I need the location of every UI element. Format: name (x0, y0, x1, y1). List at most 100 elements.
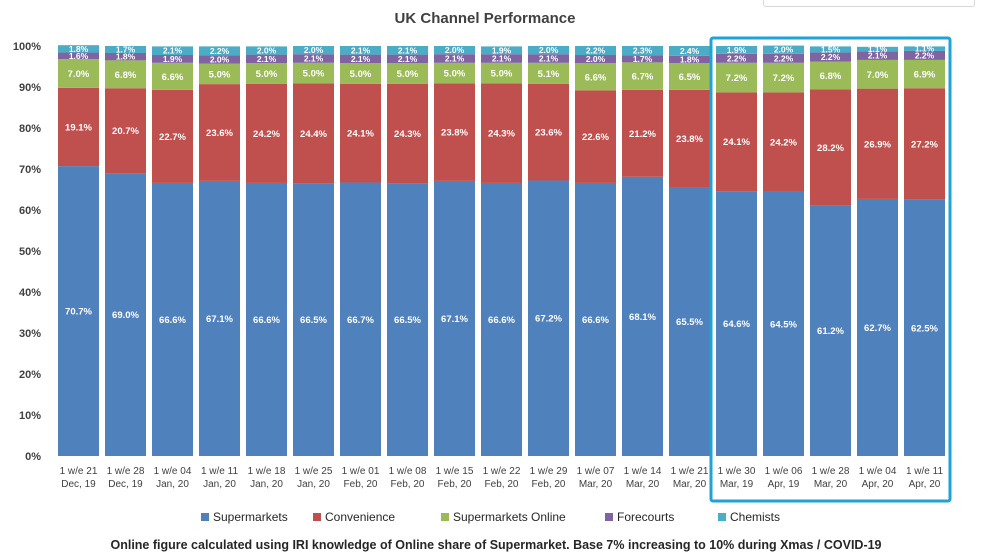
data-label: 26.9% (864, 139, 891, 150)
bar-segment (481, 182, 522, 456)
bar-segment (857, 46, 898, 52)
x-tick-label: 1 w/e 29 Feb, 20 (530, 466, 568, 490)
bar-segment (105, 46, 146, 53)
data-label: 1.1% (915, 44, 935, 54)
data-label: 23.8% (441, 128, 468, 139)
bar-segment (669, 46, 710, 56)
data-label: 2.3% (633, 46, 653, 56)
legend-label: Supermarkets Online (453, 510, 566, 524)
data-label: 1.7% (116, 44, 136, 54)
x-tick-label: 1 w/e 04 Jan, 20 (154, 466, 192, 490)
y-tick-label: 90% (19, 82, 41, 94)
bar-segment (669, 63, 710, 90)
legend-swatch (441, 513, 449, 521)
data-label: 20.7% (112, 126, 139, 137)
data-label: 2.0% (539, 45, 559, 55)
bar-segment (904, 46, 945, 51)
y-tick-label: 80% (19, 123, 41, 135)
data-label: 5.0% (350, 69, 372, 80)
bar-segment (716, 92, 757, 192)
data-label: 23.8% (676, 134, 703, 145)
data-label: 65.5% (676, 317, 703, 328)
data-label: 19.1% (65, 122, 92, 133)
bar-segment (105, 52, 146, 61)
data-label: 1.1% (868, 44, 888, 54)
bar-segment (481, 46, 522, 55)
data-label: 7.0% (867, 70, 889, 81)
data-label: 2.1% (351, 54, 371, 64)
x-tick-label: 1 w/e 04 Apr, 20 (859, 466, 897, 490)
bar-segment (528, 62, 569, 84)
bar-segment (434, 46, 475, 55)
bar-segment (152, 89, 193, 183)
data-label: 22.6% (582, 132, 609, 143)
data-label: 2.1% (304, 54, 324, 64)
data-label: 68.1% (629, 312, 656, 323)
data-label: 2.2% (586, 46, 606, 56)
bar-segment (810, 46, 851, 53)
bar-segment (763, 92, 804, 192)
data-label: 62.7% (864, 323, 891, 334)
x-tick-label: 1 w/e 22 Feb, 20 (483, 466, 521, 490)
bar-segment (246, 83, 287, 183)
bar-segment (58, 52, 99, 60)
bar-segment (105, 88, 146, 174)
legend-swatch (718, 513, 726, 521)
data-label: 67.1% (206, 314, 233, 325)
x-axis: 1 w/e 21 Dec, 19 1 w/e 28 Dec, 19 1 w/e 04 Ja… (60, 466, 944, 490)
x-tick-label: 1 w/e 25 Jan, 20 (295, 466, 333, 490)
bar-segment (152, 55, 193, 63)
data-label: 2.0% (774, 45, 794, 55)
data-label: 67.1% (441, 314, 468, 325)
bar-segment (246, 46, 287, 55)
bar-segment (622, 55, 663, 63)
data-label: 1.8% (116, 52, 136, 62)
data-label: 23.6% (535, 128, 562, 139)
data-label: 66.7% (347, 315, 374, 326)
bar-segment (481, 62, 522, 84)
bar-segment (810, 61, 851, 90)
legend: Supermarkets Convenience Supermarkets Onli… (201, 510, 780, 524)
bar-segment (293, 183, 334, 456)
legend-label: Convenience (325, 510, 395, 524)
bar-segment (199, 84, 240, 181)
data-label: 66.6% (488, 315, 515, 326)
bar-segment (246, 182, 287, 456)
data-label: 69.0% (112, 310, 139, 321)
bar-segment (904, 88, 945, 200)
data-label: 6.5% (679, 72, 701, 83)
x-tick-label: 1 w/e 28 Dec, 19 (107, 466, 145, 490)
x-tick-label: 1 w/e 07 Mar, 20 (577, 466, 615, 490)
data-label: 2.0% (445, 45, 465, 55)
top-edge-frame (763, 0, 975, 7)
bar-segment (199, 46, 240, 56)
data-label: 64.5% (770, 319, 797, 330)
y-tick-label: 50% (19, 246, 41, 258)
y-axis: 0% 10% 20% 30% 40% 50% 60% 70% 80% 90% 100% (13, 41, 41, 463)
bar-segment (387, 183, 428, 456)
x-tick-label: 1 w/e 14 Mar, 20 (624, 466, 662, 490)
data-label: 66.6% (582, 315, 609, 326)
data-label: 61.2% (817, 326, 844, 337)
bar-segment (669, 187, 710, 456)
data-label: 6.6% (585, 72, 607, 83)
data-label: 1.8% (69, 44, 89, 54)
legend-swatch (605, 513, 613, 521)
data-label: 2.1% (351, 45, 371, 55)
bar-segment (622, 176, 663, 457)
data-label: 23.6% (206, 128, 233, 139)
data-label: 6.6% (162, 72, 184, 83)
data-label: 66.5% (394, 315, 421, 326)
bars-group: 70.7%19.1%7.0%1.6%1.8%69.0%20.7%6.8%1.8%… (58, 44, 945, 457)
y-tick-label: 20% (19, 369, 41, 381)
data-label: 2.2% (821, 52, 841, 62)
bar-segment (857, 59, 898, 89)
data-label: 1.9% (163, 54, 183, 64)
data-label: 2.0% (257, 46, 277, 56)
y-tick-label: 70% (19, 164, 41, 176)
data-label: 1.9% (727, 45, 747, 55)
bar-segment (58, 87, 99, 167)
bar-segment (528, 54, 569, 63)
data-label: 5.1% (538, 69, 560, 80)
bar-segment (763, 62, 804, 93)
